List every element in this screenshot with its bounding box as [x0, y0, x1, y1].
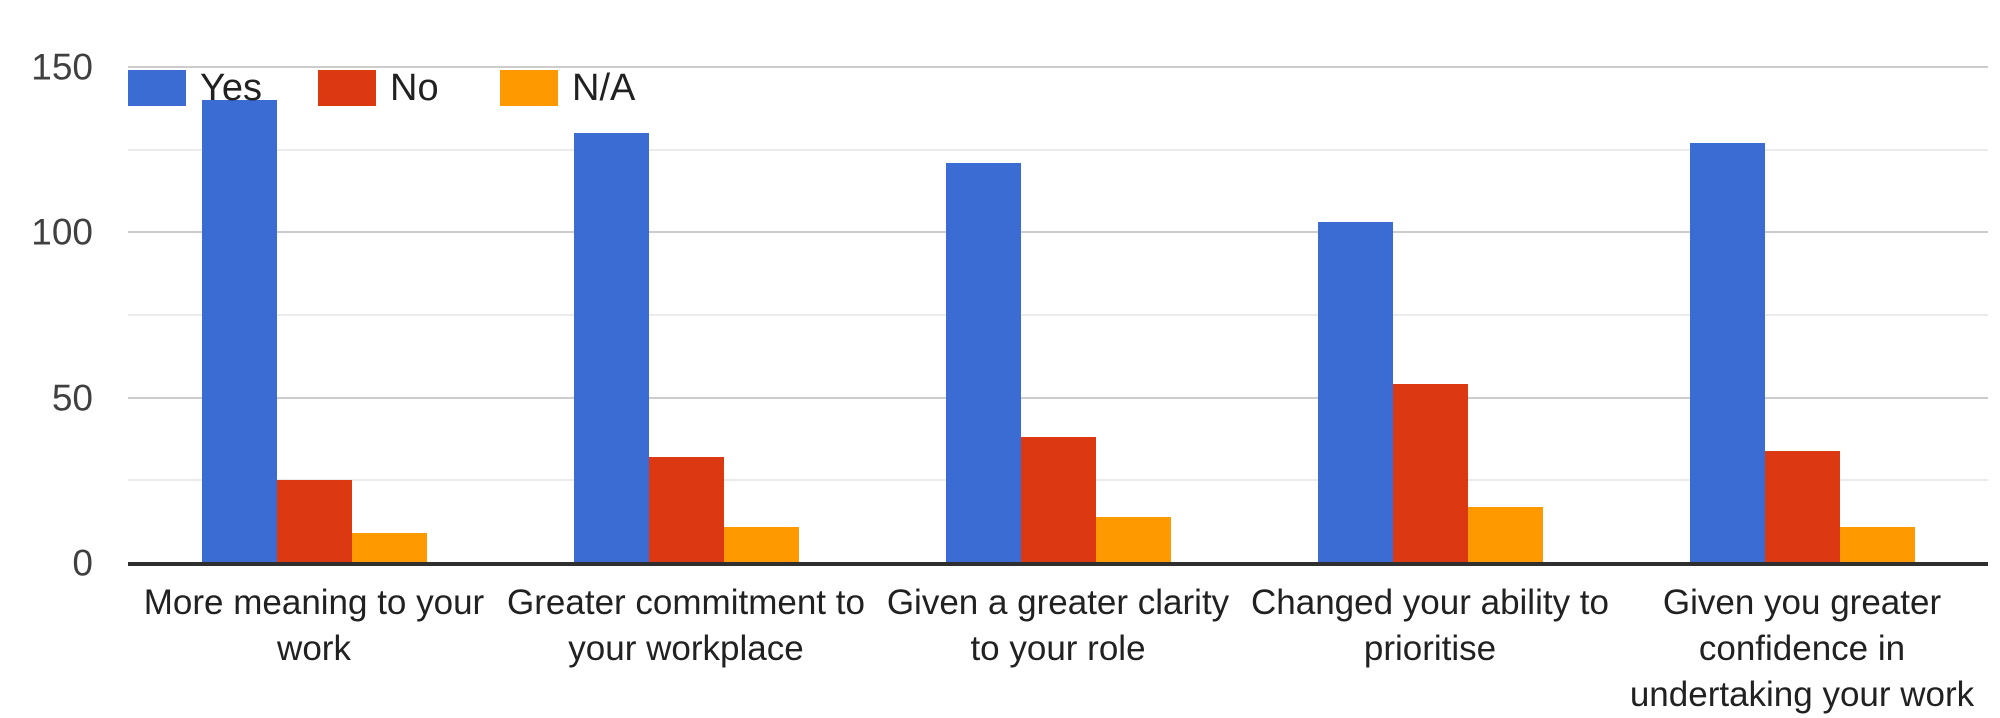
bar-yes-cat1 [202, 100, 277, 563]
bar-yes-cat3 [946, 163, 1021, 563]
major-gridline-100 [128, 231, 1988, 234]
bar-no-cat5 [1765, 451, 1840, 563]
legend-label-na: N/A [572, 67, 636, 109]
x-category-label-3: Given a greater clarity to your role [886, 583, 1230, 668]
bar-no-cat2 [649, 457, 724, 563]
legend-item-yes: Yes [128, 67, 262, 109]
x-axis-line [128, 562, 1988, 566]
y-tick-label-100: 100 [31, 211, 93, 253]
legend-label-yes: Yes [200, 67, 262, 109]
legend-item-na: N/A [500, 67, 636, 109]
y-tick-label-150: 150 [31, 46, 93, 88]
bar-na-cat3 [1096, 517, 1171, 563]
legend-swatch-no [318, 70, 376, 106]
bar-yes-cat4 [1318, 222, 1393, 563]
legend-item-no: No [318, 67, 439, 109]
major-gridline-50 [128, 396, 1988, 399]
legend-label-no: No [390, 67, 439, 109]
major-gridline-150 [128, 66, 1988, 68]
y-tick-label-50: 50 [51, 377, 93, 419]
x-category-label-1: More meaning to your work [143, 583, 485, 668]
legend-swatch-na [500, 70, 558, 106]
bar-no-cat3 [1021, 437, 1096, 563]
legend-swatch-yes [128, 70, 186, 106]
bar-na-cat1 [352, 533, 427, 563]
bar-yes-cat2 [574, 133, 649, 563]
y-tick-label-0: 0 [72, 542, 93, 584]
x-category-label-4: Changed your ability to prioritise [1251, 583, 1609, 668]
bar-no-cat1 [277, 480, 352, 563]
bar-yes-cat5 [1690, 143, 1765, 563]
x-category-label-5: Given you greater confidence in undertak… [1629, 583, 1975, 714]
bar-no-cat4 [1393, 384, 1468, 563]
bar-na-cat5 [1840, 527, 1915, 563]
bar-na-cat2 [724, 527, 799, 563]
minor-gridline-125 [128, 148, 1988, 151]
bar-na-cat4 [1468, 507, 1543, 563]
minor-gridline-75 [128, 314, 1988, 316]
x-category-label-2: Greater commitment to your workplace [507, 583, 865, 668]
